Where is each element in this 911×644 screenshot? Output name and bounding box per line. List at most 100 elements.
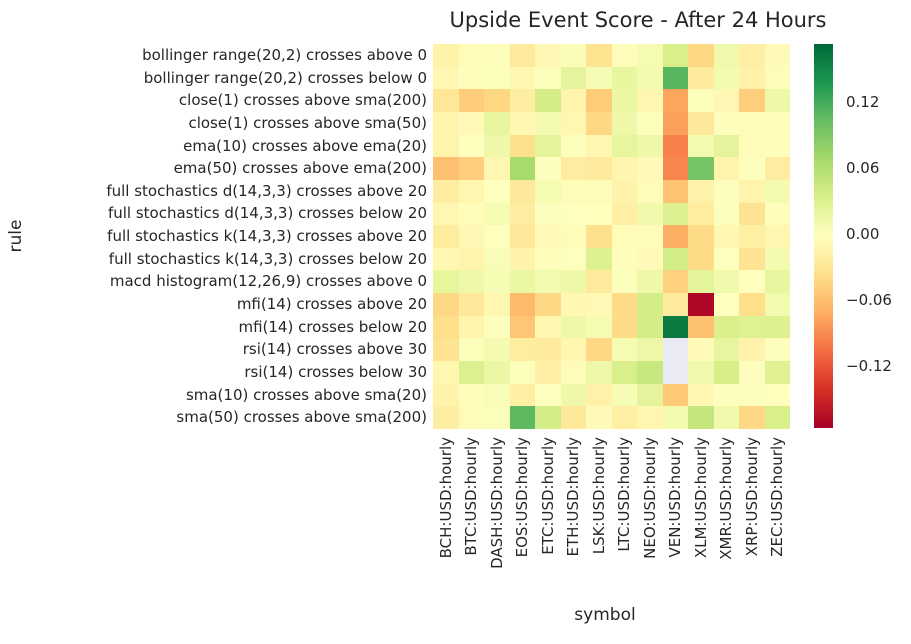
y-tick-label: mfi(14) crosses above 20 bbox=[236, 295, 427, 314]
heatmap-cell bbox=[535, 202, 561, 226]
heatmap-cell bbox=[662, 179, 688, 203]
heatmap-cell bbox=[611, 66, 637, 90]
heatmap-cell bbox=[764, 247, 790, 271]
y-tick-label: close(1) crosses above sma(50) bbox=[188, 113, 427, 132]
heatmap-cell bbox=[764, 293, 790, 316]
x-tick-label: XMR:USD:hourly bbox=[717, 437, 736, 560]
heatmap-cell bbox=[560, 406, 586, 429]
heatmap-cell bbox=[433, 383, 459, 407]
heatmap-cell bbox=[637, 179, 663, 203]
heatmap-cell bbox=[662, 225, 688, 248]
heatmap-cell bbox=[586, 406, 612, 429]
heatmap-cell bbox=[688, 111, 714, 135]
y-tick-label: ema(50) crosses above ema(200) bbox=[173, 159, 427, 178]
heatmap-cell bbox=[764, 270, 790, 294]
y-tick-label: macd histogram(12,26,9) crosses above 0 bbox=[109, 272, 427, 291]
heatmap-cell bbox=[535, 293, 561, 316]
heatmap-cell bbox=[637, 361, 663, 384]
y-tick-labels: bollinger range(20,2) crosses above 0 bol… bbox=[0, 44, 433, 429]
heatmap-cell bbox=[764, 406, 790, 429]
y-tick-label: full stochastics d(14,3,3) crosses below… bbox=[107, 204, 427, 223]
heatmap-cell bbox=[458, 338, 484, 362]
x-tick-label: VEN:USD:hourly bbox=[666, 437, 685, 558]
heatmap-cell bbox=[637, 293, 663, 316]
heatmap-cell bbox=[535, 179, 561, 203]
heatmap-cell bbox=[764, 225, 790, 248]
heatmap-cell bbox=[586, 202, 612, 226]
heatmap-cell bbox=[433, 270, 459, 294]
heatmap-cell bbox=[458, 157, 484, 180]
heatmap-cell bbox=[662, 202, 688, 226]
heatmap-cell bbox=[535, 157, 561, 180]
heatmap-cell bbox=[713, 338, 739, 362]
y-tick-label: sma(50) crosses above sma(200) bbox=[176, 408, 427, 427]
heatmap-cell bbox=[611, 44, 637, 67]
heatmap-cell bbox=[688, 315, 714, 339]
heatmap-cell bbox=[433, 66, 459, 90]
heatmap-cell bbox=[535, 66, 561, 90]
heatmap-cell bbox=[433, 134, 459, 158]
heatmap-cell bbox=[611, 338, 637, 362]
heatmap-cell bbox=[586, 247, 612, 271]
heatmap-cell bbox=[484, 44, 510, 67]
heatmap-cell bbox=[586, 44, 612, 67]
heatmap-cell bbox=[739, 338, 765, 362]
heatmap-cell bbox=[662, 338, 688, 362]
heatmap-cell bbox=[560, 134, 586, 158]
heatmap-cell bbox=[637, 157, 663, 180]
heatmap-cell bbox=[458, 202, 484, 226]
heatmap-cell bbox=[484, 383, 510, 407]
heatmap-cell bbox=[764, 179, 790, 203]
heatmap-cell bbox=[662, 406, 688, 429]
heatmap-cell bbox=[560, 225, 586, 248]
heatmap-cell bbox=[586, 89, 612, 112]
heatmap-cell bbox=[662, 270, 688, 294]
heatmap-grid bbox=[433, 44, 790, 429]
heatmap-cell bbox=[509, 66, 535, 90]
heatmap-cell bbox=[509, 111, 535, 135]
heatmap-cell bbox=[586, 225, 612, 248]
heatmap-cell bbox=[560, 89, 586, 112]
heatmap-cell bbox=[662, 134, 688, 158]
y-tick-label: mfi(14) crosses below 20 bbox=[238, 317, 427, 336]
heatmap-cell bbox=[509, 270, 535, 294]
y-tick-label: full stochastics d(14,3,3) crosses above… bbox=[106, 181, 427, 200]
colorbar-tick-label: 0.12 bbox=[846, 93, 880, 112]
heatmap-cell bbox=[433, 293, 459, 316]
heatmap-cell bbox=[509, 293, 535, 316]
heatmap-cell bbox=[713, 89, 739, 112]
heatmap-cell bbox=[484, 293, 510, 316]
y-tick-label: bollinger range(20,2) crosses below 0 bbox=[143, 68, 427, 87]
heatmap-cell bbox=[713, 225, 739, 248]
heatmap-cell bbox=[764, 338, 790, 362]
heatmap-cell bbox=[484, 202, 510, 226]
y-tick-label: sma(10) crosses above sma(20) bbox=[185, 385, 427, 404]
heatmap-cell bbox=[535, 225, 561, 248]
heatmap-cell bbox=[484, 89, 510, 112]
heatmap-cell bbox=[535, 361, 561, 384]
heatmap-cell bbox=[637, 89, 663, 112]
heatmap-cell bbox=[560, 247, 586, 271]
heatmap-cell bbox=[484, 270, 510, 294]
heatmap-cell bbox=[586, 111, 612, 135]
colorbar-tick-label: −0.12 bbox=[846, 357, 892, 376]
heatmap-cell bbox=[688, 293, 714, 316]
colorbar-gradient bbox=[814, 44, 833, 428]
y-tick-label: rsi(14) crosses below 30 bbox=[244, 362, 427, 381]
heatmap-cell bbox=[688, 406, 714, 429]
heatmap-cell bbox=[535, 89, 561, 112]
heatmap-cell bbox=[586, 179, 612, 203]
heatmap-cell bbox=[458, 179, 484, 203]
heatmap-cell bbox=[560, 66, 586, 90]
heatmap-cell bbox=[688, 247, 714, 271]
heatmap-cell bbox=[662, 293, 688, 316]
heatmap-cell bbox=[535, 44, 561, 67]
heatmap-cell bbox=[458, 89, 484, 112]
heatmap-cell bbox=[611, 89, 637, 112]
heatmap-cell bbox=[637, 225, 663, 248]
x-tick-label: LSK:USD:hourly bbox=[589, 437, 608, 555]
heatmap-cell bbox=[739, 66, 765, 90]
heatmap-cell bbox=[764, 134, 790, 158]
heatmap-cell bbox=[509, 361, 535, 384]
colorbar-tick-label: 0.00 bbox=[846, 225, 880, 244]
